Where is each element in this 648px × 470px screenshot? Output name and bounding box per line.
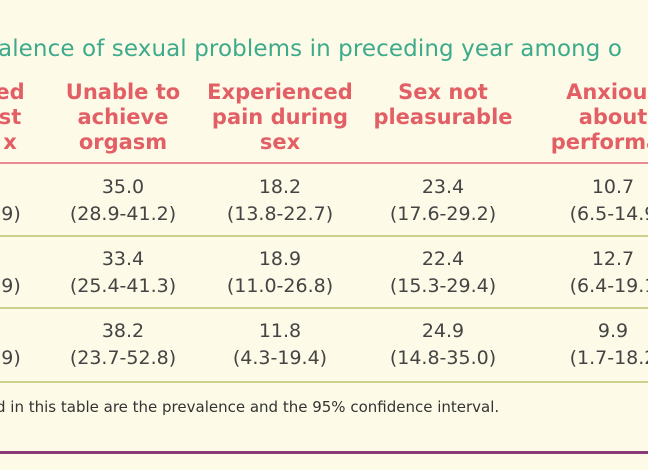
column-header-anxious-about-performance: Anxious about performan xyxy=(550,80,648,154)
table-cell: 1.9) xyxy=(0,347,21,369)
table-cell: 12.7 (6.4-19.1 xyxy=(569,248,648,297)
column-header-experienced-pain: Experienced pain during sex xyxy=(207,80,353,154)
table-cell: 10.7 (6.5-14.9 xyxy=(569,176,648,225)
header-divider xyxy=(0,162,648,164)
table-cell: 23.4 (17.6-29.2) xyxy=(389,176,497,225)
table-cell: 2.9) xyxy=(0,203,21,225)
row-divider xyxy=(0,307,648,309)
table-cell: 38.2 (23.7-52.8) xyxy=(69,320,177,369)
row-divider xyxy=(0,381,648,383)
column-header-1: ed st x xyxy=(0,80,25,154)
table-cell: 18.2 (13.8-22.7) xyxy=(226,176,334,225)
table-title: alence of sexual problems in preceding y… xyxy=(0,36,623,62)
row-divider xyxy=(0,235,648,237)
table-cell: 22.4 (15.3-29.4) xyxy=(389,248,497,297)
table-cell: 11.8 (4.3-19.4) xyxy=(232,320,328,369)
table-cell: 18.9 (11.0-26.8) xyxy=(226,248,334,297)
table-cell: 5.9) xyxy=(0,275,21,297)
table-cell: 24.9 (14.8-35.0) xyxy=(389,320,497,369)
table-footnote: d in this table are the prevalence and t… xyxy=(0,398,500,416)
column-header-unable-to-achieve-orgasm: Unable to achieve orgasm xyxy=(65,80,181,154)
column-header-sex-not-pleasurable: Sex not pleasurable xyxy=(373,80,513,129)
table-cell: 35.0 (28.9-41.2) xyxy=(69,176,177,225)
table-cell: 9.9 (1.7-18.2 xyxy=(569,320,648,369)
bottom-border xyxy=(0,451,648,454)
table-cell: 33.4 (25.4-41.3) xyxy=(69,248,177,297)
